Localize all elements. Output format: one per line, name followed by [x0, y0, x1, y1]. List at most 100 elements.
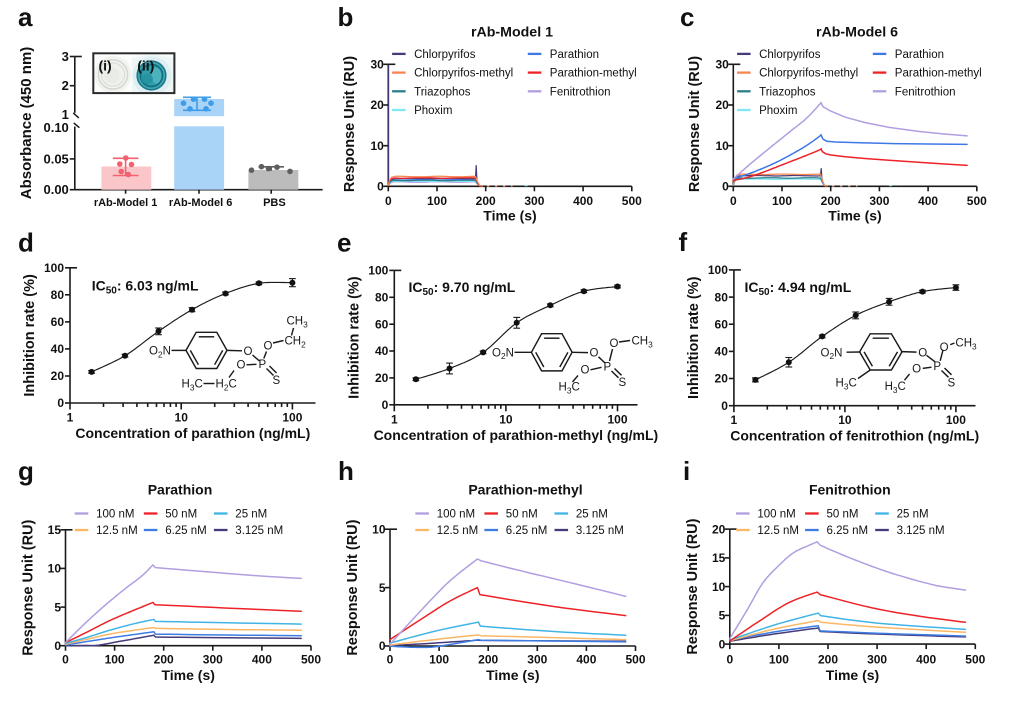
- svg-text:0: 0: [730, 194, 737, 208]
- svg-text:400: 400: [576, 653, 596, 667]
- svg-text:0: 0: [379, 639, 386, 653]
- svg-text:10: 10: [715, 139, 729, 153]
- svg-text:40: 40: [51, 342, 65, 356]
- svg-text:rAb-Model 6: rAb-Model 6: [169, 197, 233, 209]
- svg-text:300: 300: [527, 653, 547, 667]
- svg-text:100: 100: [427, 194, 447, 208]
- svg-text:20: 20: [712, 522, 726, 536]
- svg-text:60: 60: [715, 317, 729, 331]
- svg-text:Parathion-methyl: Parathion-methyl: [468, 482, 582, 498]
- svg-text:300: 300: [869, 194, 889, 208]
- svg-text:Time (s): Time (s): [483, 208, 536, 224]
- svg-text:Inhibition rate (%): Inhibition rate (%): [686, 276, 702, 399]
- svg-text:50 nM: 50 nM: [165, 509, 197, 521]
- svg-text:0: 0: [57, 396, 64, 410]
- svg-text:Parathion: Parathion: [550, 49, 599, 61]
- svg-text:500: 500: [965, 653, 985, 667]
- svg-text:Absorbance (450 nm): Absorbance (450 nm): [18, 47, 35, 200]
- svg-text:300: 300: [867, 653, 887, 667]
- svg-text:3: 3: [62, 49, 69, 64]
- svg-text:Chlorpyrifos-methyl: Chlorpyrifos-methyl: [414, 68, 513, 80]
- svg-text:6.25 nM: 6.25 nM: [506, 525, 548, 537]
- svg-text:S: S: [273, 375, 281, 387]
- svg-text:500: 500: [625, 653, 645, 667]
- svg-text:Triazophos: Triazophos: [759, 86, 816, 98]
- svg-text:e: e: [337, 228, 351, 258]
- svg-text:b: b: [338, 2, 354, 32]
- svg-text:Parathion: Parathion: [148, 482, 213, 498]
- svg-text:20: 20: [715, 372, 729, 386]
- svg-text:Chlorpyrifos: Chlorpyrifos: [414, 49, 476, 61]
- svg-text:200: 200: [476, 194, 496, 208]
- svg-text:12.5 nM: 12.5 nM: [757, 525, 799, 537]
- svg-text:30: 30: [370, 58, 384, 72]
- svg-text:20: 20: [51, 369, 65, 383]
- svg-text:1: 1: [67, 411, 74, 425]
- svg-text:100: 100: [105, 653, 125, 667]
- svg-text:(ii): (ii): [137, 58, 154, 74]
- svg-text:500: 500: [301, 653, 321, 667]
- svg-text:rAb-Model 6: rAb-Model 6: [816, 25, 898, 41]
- svg-text:25 nM: 25 nM: [576, 509, 608, 521]
- svg-text:Fenitrothion: Fenitrothion: [809, 482, 891, 498]
- svg-text:0.00: 0.00: [43, 182, 68, 197]
- svg-text:300: 300: [203, 653, 223, 667]
- svg-text:Parathion-methyl: Parathion-methyl: [895, 68, 982, 80]
- svg-text:100: 100: [429, 653, 449, 667]
- svg-text:400: 400: [916, 653, 936, 667]
- svg-text:100: 100: [607, 412, 627, 426]
- svg-text:g: g: [18, 456, 34, 486]
- svg-text:Phoxim: Phoxim: [414, 105, 452, 117]
- svg-text:Response Unit (RU): Response Unit (RU): [342, 56, 358, 192]
- svg-text:100: 100: [282, 411, 302, 425]
- svg-text:20: 20: [375, 371, 389, 385]
- svg-text:0.10: 0.10: [43, 120, 68, 135]
- svg-text:Response Unit (RU): Response Unit (RU): [345, 519, 361, 655]
- svg-text:60: 60: [51, 315, 65, 329]
- svg-text:10: 10: [370, 139, 384, 153]
- svg-text:rAb-Model 1: rAb-Model 1: [471, 25, 553, 41]
- svg-text:80: 80: [51, 288, 65, 302]
- svg-text:15: 15: [48, 523, 62, 537]
- svg-text:Chlorpyrifos: Chlorpyrifos: [759, 49, 821, 61]
- svg-text:500: 500: [967, 194, 987, 208]
- svg-text:300: 300: [524, 194, 544, 208]
- svg-text:200: 200: [154, 653, 174, 667]
- svg-text:80: 80: [715, 290, 729, 304]
- svg-text:400: 400: [252, 653, 272, 667]
- svg-text:10: 10: [712, 580, 726, 594]
- svg-text:100: 100: [769, 653, 789, 667]
- svg-text:100: 100: [772, 194, 792, 208]
- svg-text:0: 0: [62, 653, 69, 667]
- svg-text:a: a: [18, 2, 33, 32]
- svg-text:40: 40: [715, 345, 729, 359]
- svg-text:Fenitrothion: Fenitrothion: [550, 86, 611, 98]
- svg-text:Time (s): Time (s): [161, 667, 214, 683]
- svg-text:Parathion: Parathion: [895, 49, 944, 61]
- svg-text:0: 0: [722, 180, 729, 194]
- svg-text:10: 10: [175, 411, 189, 425]
- svg-text:O: O: [237, 359, 246, 371]
- svg-text:10: 10: [48, 562, 62, 576]
- svg-text:25 nM: 25 nM: [235, 509, 267, 521]
- svg-text:10: 10: [838, 413, 852, 427]
- svg-text:5: 5: [719, 609, 726, 623]
- svg-text:Response Unit (RU): Response Unit (RU): [20, 519, 36, 655]
- svg-text:O: O: [610, 338, 619, 350]
- svg-text:50 nM: 50 nM: [506, 509, 538, 521]
- svg-text:Triazophos: Triazophos: [414, 86, 471, 98]
- svg-text:3.125 nM: 3.125 nM: [235, 525, 283, 537]
- svg-text:100: 100: [946, 413, 966, 427]
- svg-text:O: O: [590, 348, 599, 360]
- svg-text:i: i: [683, 456, 690, 486]
- svg-text:Parathion-methyl: Parathion-methyl: [550, 68, 637, 80]
- svg-text:400: 400: [573, 194, 593, 208]
- svg-text:f: f: [679, 227, 688, 257]
- svg-text:15: 15: [712, 551, 726, 565]
- svg-text:0: 0: [377, 180, 384, 194]
- svg-text:5: 5: [379, 581, 386, 595]
- svg-text:3.125 nM: 3.125 nM: [576, 525, 624, 537]
- svg-text:40: 40: [375, 344, 389, 358]
- svg-text:80: 80: [375, 291, 389, 305]
- svg-text:10: 10: [499, 412, 513, 426]
